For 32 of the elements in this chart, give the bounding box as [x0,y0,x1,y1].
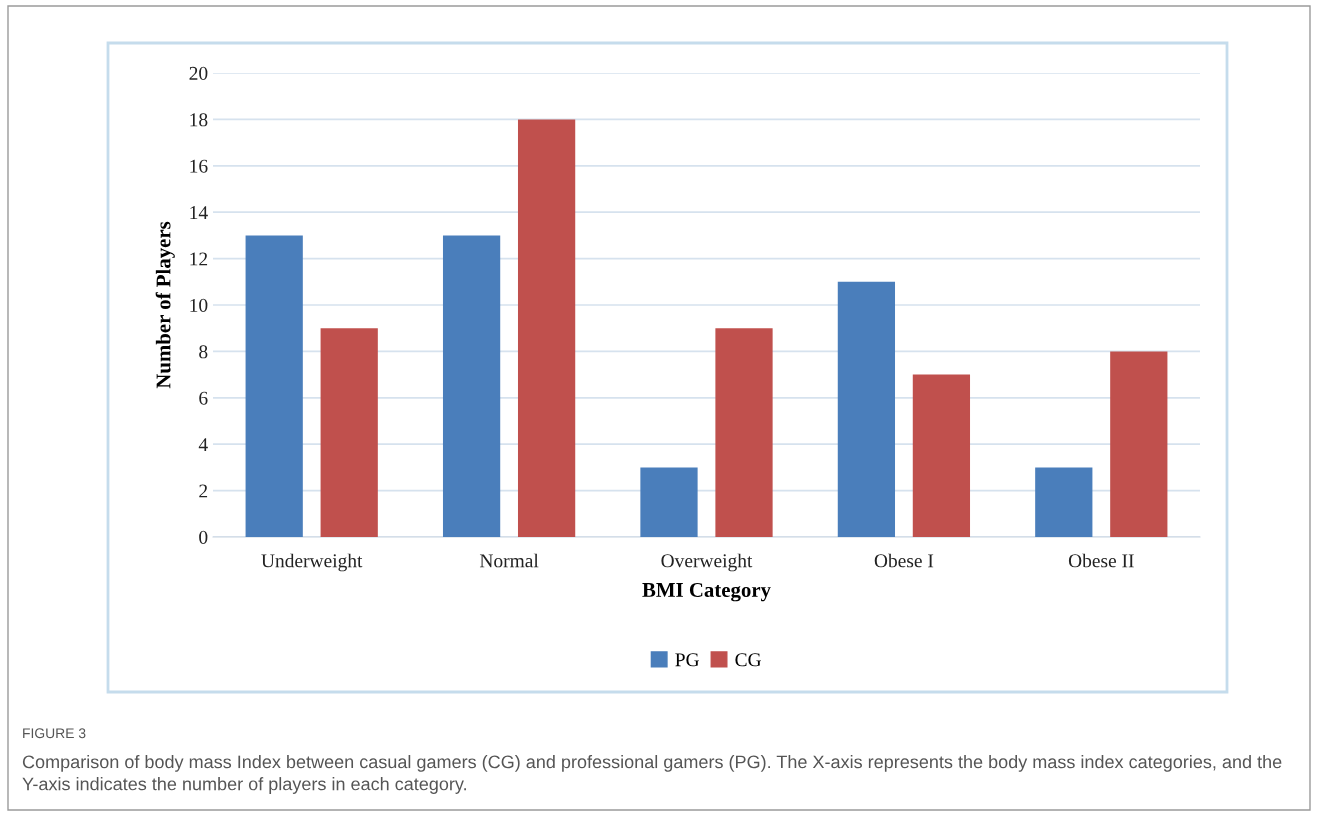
caption: FIGURE 3 [23,728,86,739]
bar [1035,467,1093,537]
y-tick-label: 20 [189,66,208,80]
x-tick-label: Obese II [1068,553,1134,568]
x-tick-label: Overweight [661,553,753,572]
bar [715,328,773,537]
x-tick-label: Obese I [874,553,934,568]
y-tick-label: 8 [199,345,208,359]
legend-label: CG [735,653,761,667]
x-tick-label: Normal [479,553,539,568]
bar [517,119,576,537]
bar [320,328,378,537]
bar [837,281,896,537]
y-tick-label: 6 [199,391,208,405]
y-tick-label: 4 [198,438,208,451]
y-axis-title: Number of Players [155,221,175,389]
y-tick-label: 12 [190,252,208,266]
bar [1110,351,1168,537]
bar [245,235,303,537]
bar [442,235,501,537]
y-tick-label: 18 [190,113,208,127]
bar [912,374,971,537]
x-axis-title: BMI Category [642,582,771,602]
legend-label: PG [675,653,699,667]
bar [640,467,698,537]
y-tick-label: 0 [199,530,208,544]
y-tick-label: 10 [190,298,208,312]
x-tick-label: Underweight [261,553,363,572]
y-tick-label: 14 [190,206,208,219]
y-tick-label: 16 [190,159,208,173]
text: Comparison of body mass Index between casual gamers (CG) and professional gamers (PG). The X-axis represents the body mass index categories, and the Y-axis indicates the number of players in each category. [22,755,1282,794]
y-tick-label: 2 [199,484,208,498]
